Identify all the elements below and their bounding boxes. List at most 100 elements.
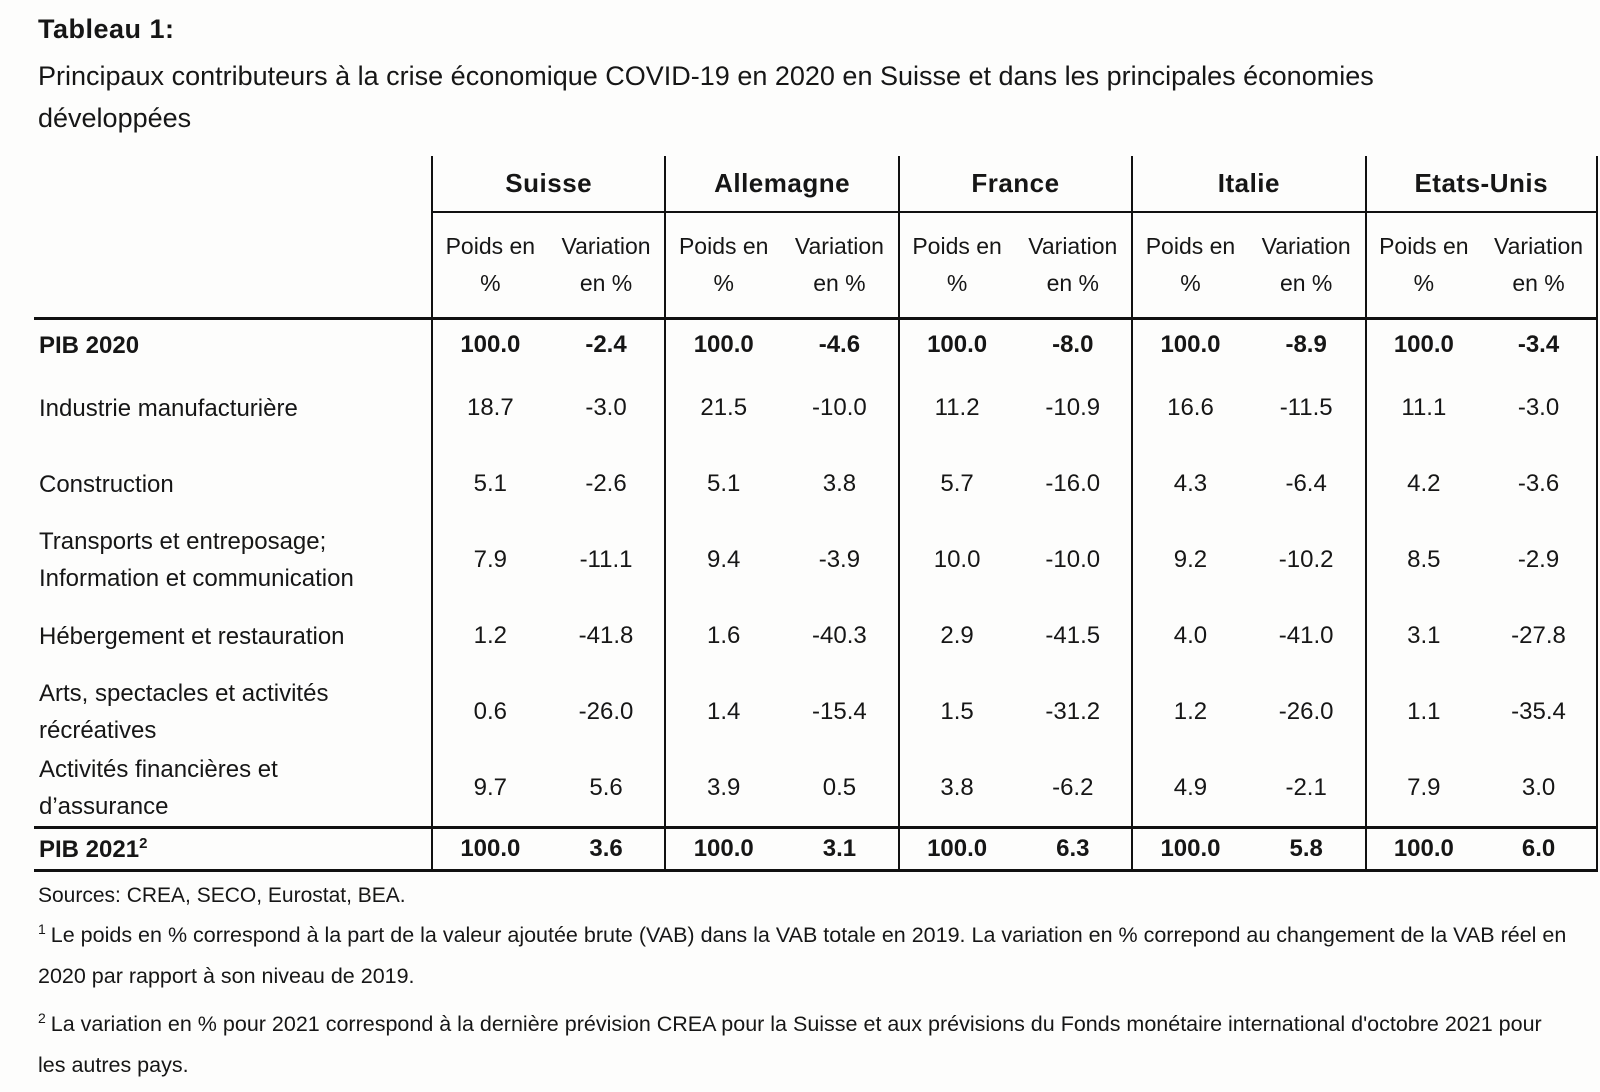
subheader-empty-cell [34, 213, 431, 317]
value-cell: -2.4 [585, 331, 627, 358]
value-cell: 3.9 [664, 750, 781, 826]
value-cell: 9.2 [1131, 522, 1248, 598]
row-label: PIB 20212 [39, 834, 148, 863]
subheader-variation: Variation en % [1028, 233, 1118, 296]
subheader-variation: Variation en % [1481, 213, 1598, 317]
value-cell: -41.0 [1278, 622, 1334, 649]
value-cell: 4.2 [1364, 446, 1482, 522]
subheader-poids: Poids en% [431, 213, 548, 317]
value-cell: 5.7 [897, 446, 1015, 522]
row-label: Construction [39, 470, 174, 498]
value-cell: -31.2 [1045, 698, 1101, 725]
value-cell: 11.2 [897, 370, 1015, 446]
value-cell: -6.2 [1052, 774, 1094, 801]
footnote-2-marker: 2 [38, 1009, 46, 1026]
footnote-2-text: La variation en % pour 2021 correspond à… [38, 1012, 1542, 1077]
subheader-row: Poids en% Variation en % Poids en% Variat… [34, 213, 1598, 320]
value-cell: -8.0 [1052, 331, 1094, 358]
row-label: Arts, spectacles et activités récréatives [39, 680, 329, 744]
value-cell: 16.6 [1131, 370, 1248, 446]
footnote-1: 1 Le poids en % correspond à la part de l… [38, 915, 1570, 997]
value-cell: -41.5 [1045, 622, 1101, 649]
value-cell: -41.8 [578, 622, 634, 649]
value-cell: 9.4 [664, 522, 781, 598]
table-caption: Principaux contributeurs à la crise écon… [38, 61, 1374, 133]
corner-cell [34, 156, 431, 213]
footnote-1-marker: 1 [38, 920, 46, 937]
value-cell: 100.0 [897, 320, 1015, 370]
value-cell: 18.7 [431, 370, 548, 446]
value-cell: -3.0 [585, 394, 627, 421]
value-cell: 1.1 [1364, 674, 1482, 750]
value-cell: 100.0 [664, 829, 781, 869]
value-cell: 6.3 [1056, 835, 1090, 862]
row-label: Hébergement et restauration [39, 622, 345, 650]
value-cell: -26.0 [1278, 698, 1334, 725]
subheader-poids: Poids en% [897, 213, 1015, 317]
value-cell: 5.8 [1289, 835, 1323, 862]
value-cell: 5.1 [664, 446, 781, 522]
value-cell: -10.0 [812, 394, 867, 421]
value-cell: 3.8 [822, 470, 857, 497]
value-cell: 3.1 [1364, 598, 1482, 674]
value-cell: 5.6 [589, 774, 623, 801]
value-cell: 100.0 [664, 320, 781, 370]
footnote-2: 2 La variation en % pour 2021 correspond … [38, 1004, 1570, 1086]
table-row-finance: Activités financières et d’assurance 9.7 … [34, 750, 1598, 826]
value-cell: 21.5 [664, 370, 781, 446]
value-cell: 1.2 [431, 598, 548, 674]
value-cell: 7.9 [431, 522, 548, 598]
value-cell: 0.6 [431, 674, 548, 750]
value-cell: 11.1 [1364, 370, 1482, 446]
country-header-allemagne: Allemagne [664, 156, 898, 213]
value-cell: 3.8 [897, 750, 1015, 826]
value-cell: 100.0 [1364, 829, 1482, 869]
country-header-etats-unis: Etats-Unis [1364, 156, 1598, 213]
value-cell: 7.9 [1364, 750, 1482, 826]
table-row-arts: Arts, spectacles et activités récréatives… [34, 674, 1598, 750]
data-table: Suisse Allemagne France Italie Etats-Uni… [34, 156, 1598, 872]
row-label: PIB 2020 [39, 331, 140, 359]
subheader-variation: Variation en % [794, 233, 884, 296]
table-row-pib-2020: PIB 2020 100.0 -2.4 100.0 -4.6 100.0 -8.… [34, 320, 1598, 370]
value-cell: 100.0 [1131, 320, 1248, 370]
value-cell: -2.9 [1481, 522, 1598, 598]
value-cell: 1.5 [897, 674, 1015, 750]
value-cell: -15.4 [812, 698, 867, 725]
sources-line: Sources: CREA, SECO, Eurostat, BEA. [38, 884, 406, 907]
table-row-hebergement: Hébergement et restauration 1.2 -41.8 1.… [34, 598, 1598, 674]
country-header-suisse: Suisse [431, 156, 665, 213]
row-label: Activités financières et d’assurance [39, 756, 278, 820]
value-cell: -11.1 [579, 546, 633, 573]
value-cell: -10.9 [1045, 394, 1101, 421]
value-cell: 3.0 [1481, 750, 1598, 826]
table-row-construction: Construction 5.1 -2.6 5.1 3.8 5.7 -16.0 … [34, 446, 1598, 522]
value-cell: 4.3 [1131, 446, 1248, 522]
country-header-italie: Italie [1131, 156, 1365, 213]
subheader-poids: Poids en% [1131, 213, 1248, 317]
value-cell: 4.9 [1131, 750, 1248, 826]
value-cell: 4.0 [1131, 598, 1248, 674]
country-header-row: Suisse Allemagne France Italie Etats-Uni… [34, 156, 1598, 213]
row-label: Industrie manufacturière [39, 394, 298, 422]
value-cell: -10.0 [1045, 546, 1101, 573]
value-cell: -35.4 [1481, 674, 1598, 750]
country-header-france: France [897, 156, 1132, 213]
value-cell: 5.1 [431, 446, 548, 522]
subheader-poids: Poids en% [664, 213, 781, 317]
value-cell: -11.5 [1279, 394, 1333, 421]
value-cell: 3.6 [589, 835, 623, 862]
value-cell: 100.0 [431, 829, 548, 869]
value-cell: 0.5 [822, 774, 857, 801]
value-cell: -3.6 [1481, 446, 1598, 522]
table-number-title: Tableau 1: [38, 14, 175, 44]
value-cell: 2.9 [897, 598, 1015, 674]
value-cell: -27.8 [1481, 598, 1598, 674]
row-label: Transports et entreposage; Information et… [39, 528, 354, 592]
value-cell: -40.3 [812, 622, 867, 649]
footnote-ref-2: 2 [139, 834, 148, 852]
subheader-variation: Variation en % [1261, 233, 1351, 296]
value-cell: 100.0 [1131, 829, 1248, 869]
value-cell: 100.0 [1364, 320, 1482, 370]
